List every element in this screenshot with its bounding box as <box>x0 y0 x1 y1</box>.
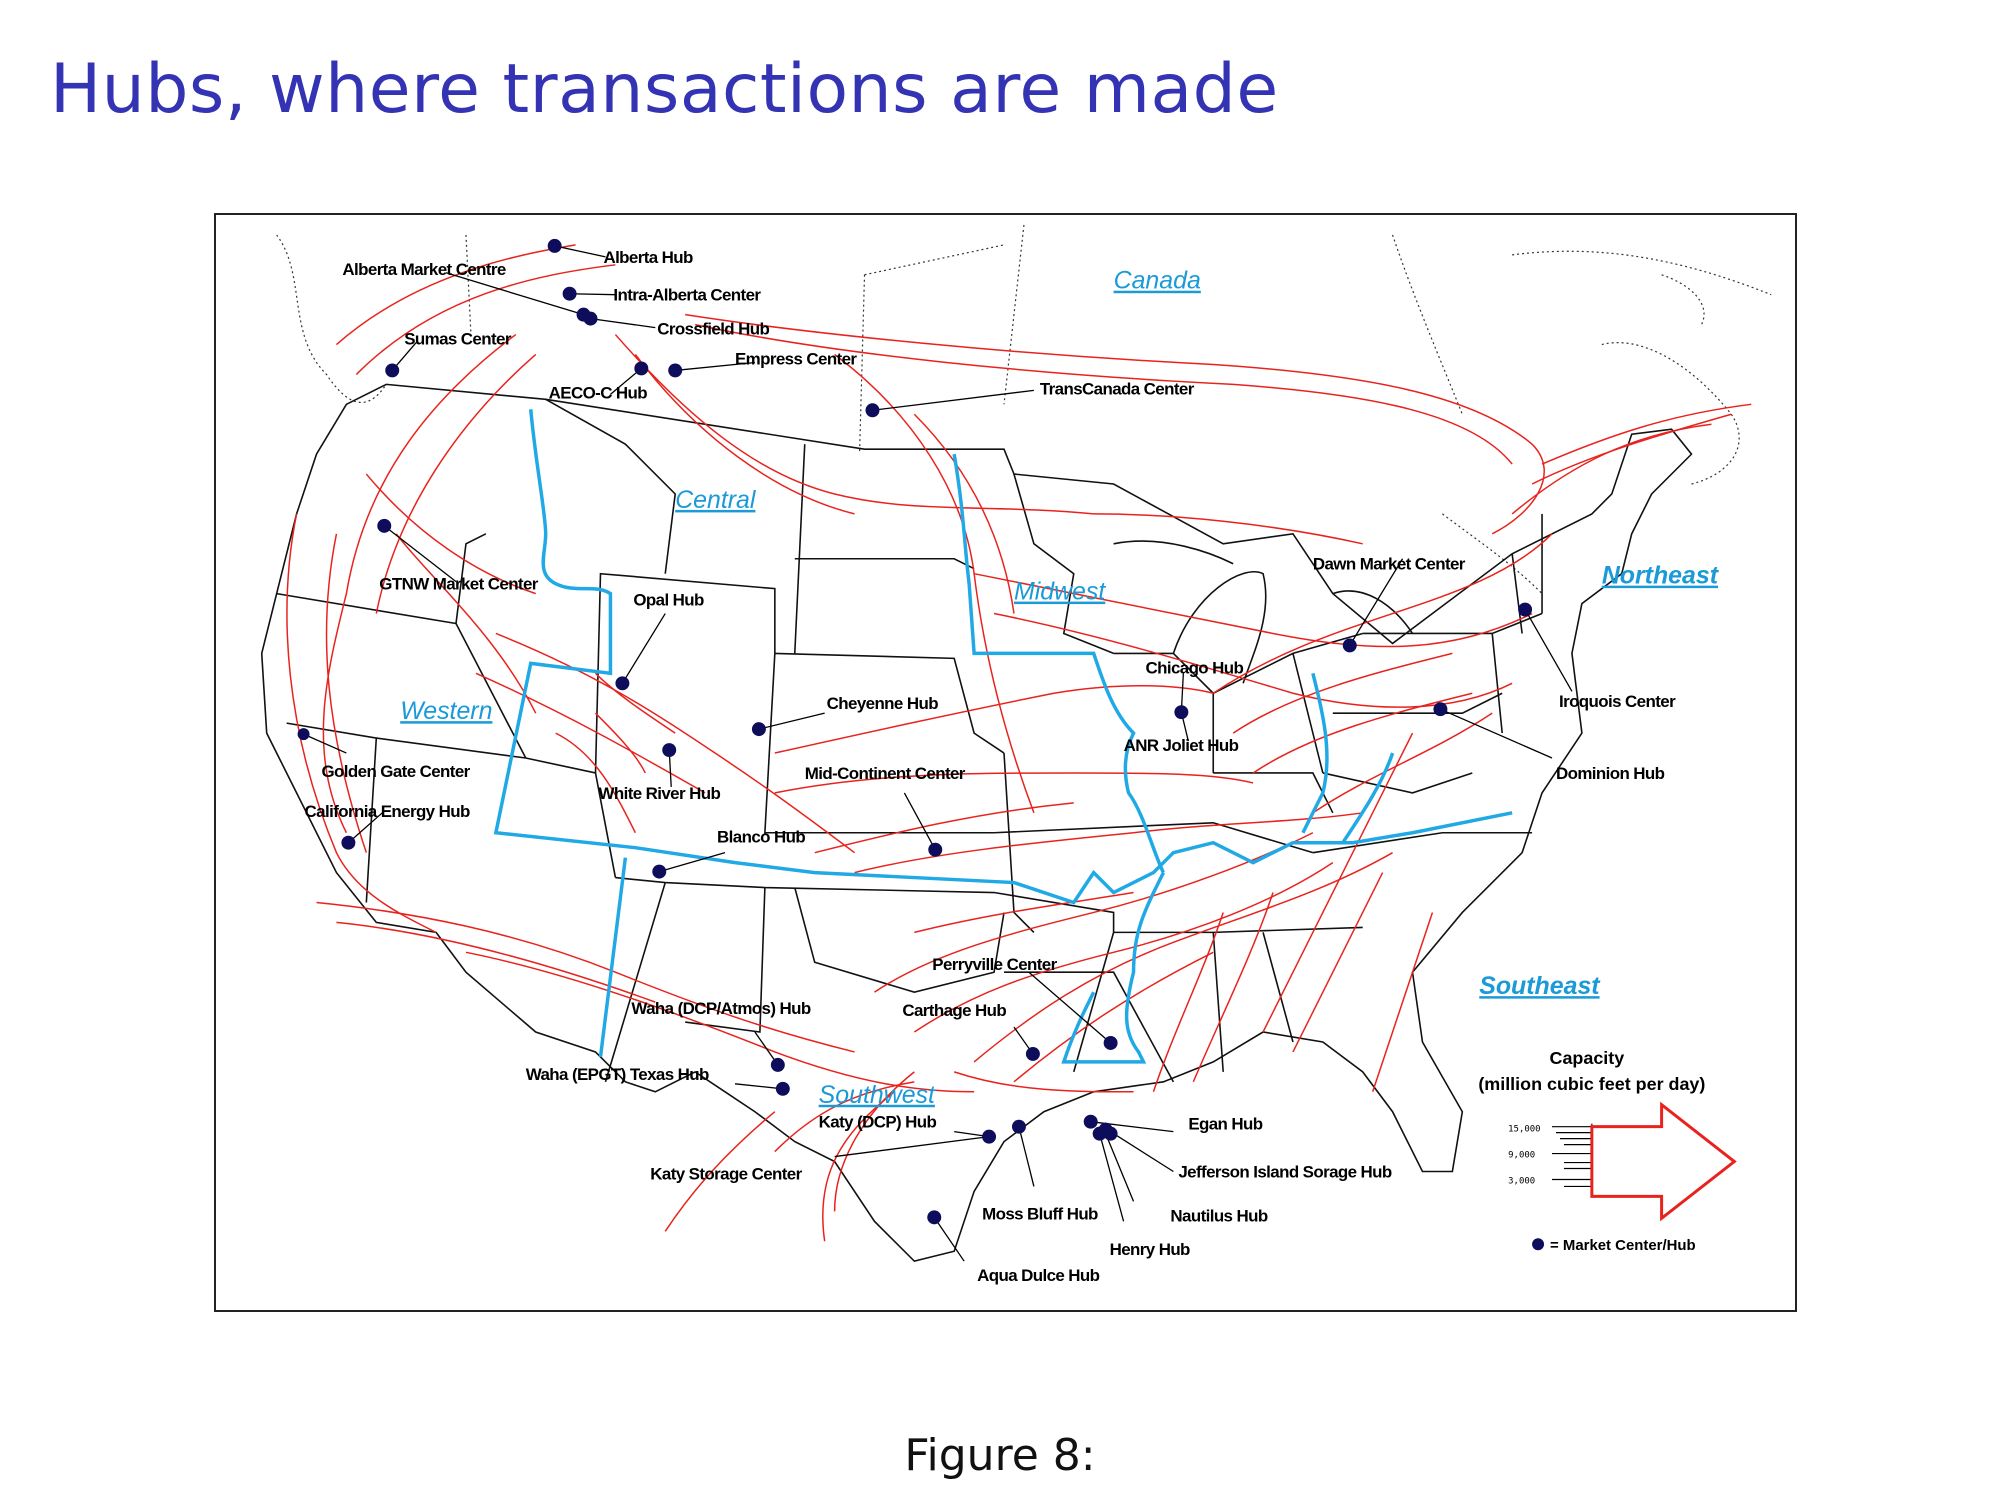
hub-marker <box>341 835 356 850</box>
region-label-southwest: Southwest <box>819 1081 936 1109</box>
legend-tick-label: 3,000 <box>1508 1176 1535 1186</box>
hub-marker <box>1342 638 1357 653</box>
hub-marker <box>662 743 677 758</box>
hub-label: Iroquois Center <box>1559 692 1676 711</box>
hub-label: Katy Storage Center <box>650 1164 802 1183</box>
hub-marker <box>865 403 880 418</box>
legend-capacity-unit: (million cubic feet per day) <box>1478 1074 1705 1094</box>
region-boundaries <box>493 409 1513 1064</box>
hub-label: Dawn Market Center <box>1313 555 1466 574</box>
hub-marker <box>927 1210 942 1225</box>
hub-label: Alberta Market Centre <box>342 260 505 279</box>
hub-label: TransCanada Center <box>1040 379 1195 398</box>
region-label-midwest: Midwest <box>1014 578 1106 606</box>
hub-label: Katy (DCP) Hub <box>819 1113 937 1132</box>
hub-label: Chicago Hub <box>1145 658 1243 677</box>
hub-marker <box>547 238 562 253</box>
hub-label: Blanco Hub <box>717 828 805 847</box>
hub-label: Dominion Hub <box>1556 764 1665 783</box>
region-labels: Canada Central Midwest Northeast Western… <box>400 267 1719 1109</box>
legend-tick-scale <box>1552 1123 1593 1190</box>
region-label-central: Central <box>675 486 757 514</box>
legend-capacity-arrow <box>1590 1101 1737 1222</box>
hub-label: Empress Center <box>735 349 857 368</box>
hub-label: Carthage Hub <box>902 1001 1006 1020</box>
hub-label: Opal Hub <box>633 591 704 610</box>
hub-map: Canada Central Midwest Northeast Western… <box>214 213 1797 1312</box>
hub-marker <box>1025 1046 1040 1061</box>
hub-label: California Energy Hub <box>305 802 470 821</box>
hub-label: AECO-C Hub <box>549 383 648 402</box>
hub-label: Cheyenne Hub <box>827 694 939 713</box>
hub-label: Moss Bluff Hub <box>982 1204 1098 1223</box>
legend-tick-label: 9,000 <box>1508 1151 1535 1161</box>
hub-marker <box>751 722 766 737</box>
region-label-southeast: Southeast <box>1479 972 1601 1000</box>
hub-marker <box>775 1081 790 1096</box>
hub-marker <box>634 361 649 376</box>
hub-label: GTNW Market Center <box>379 575 538 594</box>
us-state-borders <box>260 383 1693 1263</box>
hub-label: Egan Hub <box>1188 1115 1262 1134</box>
hub-marker <box>1433 702 1448 717</box>
hub-label: Henry Hub <box>1110 1240 1190 1259</box>
hub-label: Perryville Center <box>932 955 1057 974</box>
hub-label: ANR Joliet Hub <box>1124 736 1239 755</box>
map-canvas: Canada Central Midwest Northeast Western… <box>260 224 1772 1285</box>
hub-marker <box>1083 1114 1098 1129</box>
map-legend: Capacity (million cubic feet per day) 15… <box>1478 1048 1737 1254</box>
hub-label: Aqua Dulce Hub <box>977 1266 1100 1285</box>
hub-marker <box>583 311 598 326</box>
hub-marker <box>928 842 943 857</box>
hub-label: Waha (DCP/Atmos) Hub <box>631 999 810 1018</box>
hub-label: Nautilus Hub <box>1170 1206 1267 1225</box>
hub-marker <box>377 518 392 533</box>
hub-label: Alberta Hub <box>603 248 693 267</box>
hub-marker <box>982 1129 997 1144</box>
legend-marker-text: = Market Center/Hub <box>1550 1237 1696 1254</box>
hub-label: Golden Gate Center <box>321 762 470 781</box>
hub-label: Waha (EPGT) Texas Hub <box>526 1065 709 1084</box>
hub-marker <box>615 676 630 691</box>
hub-labels: Alberta Hub Alberta Market Centre Intra-… <box>305 248 1677 1285</box>
hub-marker <box>1174 705 1189 720</box>
hub-label: Crossfield Hub <box>657 320 769 339</box>
hub-label: Jefferson Island Sorage Hub <box>1178 1162 1392 1181</box>
hub-marker <box>562 286 577 301</box>
figure-caption: Figure 8: <box>904 1430 1096 1481</box>
region-label-northeast: Northeast <box>1602 562 1720 590</box>
hub-marker <box>297 728 310 741</box>
region-label-canada: Canada <box>1114 267 1201 295</box>
canada-borders <box>276 224 1772 595</box>
hub-marker <box>1518 602 1533 617</box>
hub-marker <box>668 363 683 378</box>
hub-marker <box>652 864 667 879</box>
hub-label: White River Hub <box>598 784 720 803</box>
legend-hub-marker <box>1532 1238 1545 1251</box>
hub-marker <box>1103 1036 1118 1050</box>
hub-marker <box>385 363 400 378</box>
hub-marker <box>1103 1126 1118 1141</box>
legend-capacity-title: Capacity <box>1550 1048 1625 1068</box>
hub-leader-lines <box>303 245 1573 1262</box>
pipeline-flows <box>286 244 1752 1242</box>
hub-marker <box>1011 1119 1026 1134</box>
legend-tick-label: 15,000 <box>1508 1125 1540 1135</box>
hub-marker <box>770 1057 785 1072</box>
slide-title: Hubs, where transactions are made <box>50 50 1279 129</box>
hub-label: Intra-Alberta Center <box>613 286 761 305</box>
hub-label: Sumas Center <box>404 330 512 349</box>
hub-markers <box>297 238 1533 1225</box>
hub-label: Mid-Continent Center <box>805 764 966 783</box>
region-label-western: Western <box>400 697 492 725</box>
